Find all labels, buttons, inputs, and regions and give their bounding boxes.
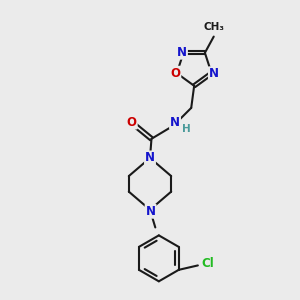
Text: N: N [170, 116, 180, 128]
Text: N: N [177, 46, 187, 59]
Text: N: N [146, 205, 156, 218]
Text: CH₃: CH₃ [203, 22, 224, 32]
Text: N: N [145, 152, 155, 164]
Text: N: N [209, 67, 219, 80]
Text: Cl: Cl [201, 257, 214, 271]
Text: O: O [170, 67, 180, 80]
Text: O: O [127, 116, 137, 128]
Text: H: H [182, 124, 190, 134]
